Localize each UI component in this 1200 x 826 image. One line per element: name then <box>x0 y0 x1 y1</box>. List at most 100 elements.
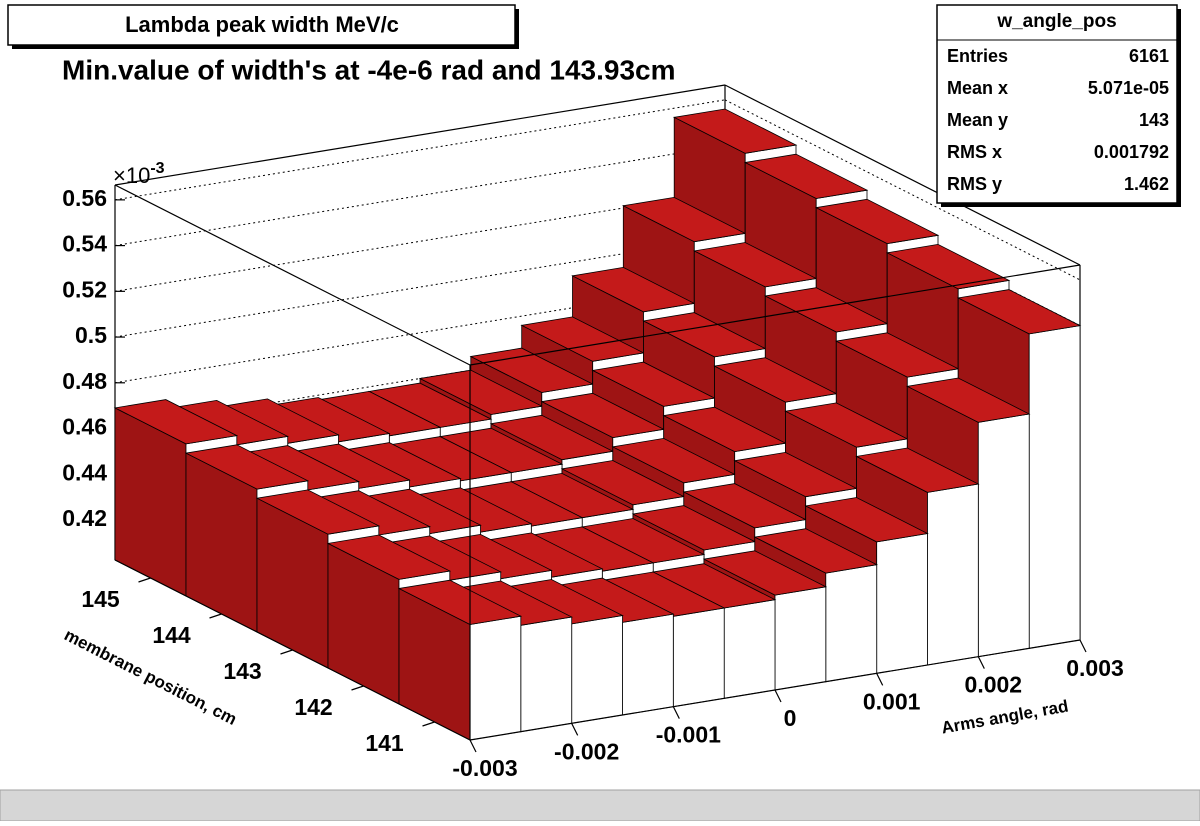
stats-value: 6161 <box>1129 46 1169 66</box>
bar-top <box>571 266 696 313</box>
bar-top <box>489 414 615 461</box>
bar-top <box>855 447 980 493</box>
bar-top <box>693 242 818 288</box>
stats-label: Entries <box>947 46 1008 66</box>
bar-top <box>662 406 787 453</box>
chart-subtitle: Min.value of width's at -4e-6 rad and 14… <box>62 54 676 85</box>
bar-top <box>418 369 544 415</box>
z-multiplier-exponent: -3 <box>150 160 164 177</box>
x-tick <box>469 739 477 753</box>
y-tick-label: 145 <box>81 586 120 612</box>
stats-value: 5.071e-05 <box>1088 78 1169 98</box>
x-tick <box>774 689 782 703</box>
grid-line <box>114 145 726 247</box>
z-tick-label: 0.44 <box>62 459 107 485</box>
stats-value: 0.001792 <box>1094 142 1169 162</box>
bar-top <box>804 497 929 543</box>
bar-front <box>571 615 623 724</box>
bar-top <box>326 534 452 580</box>
bar-top <box>540 392 665 439</box>
y-tick <box>280 649 293 655</box>
z-tick-label: 0.42 <box>62 505 107 531</box>
stats-label: Mean x <box>947 78 1008 98</box>
bar-top <box>611 437 736 484</box>
bar-front <box>622 613 674 716</box>
bar-top <box>622 196 747 243</box>
frame-edge <box>114 84 726 186</box>
bar-top <box>672 108 798 154</box>
z-tick-label: 0.52 <box>62 276 107 302</box>
bar-top <box>520 316 645 362</box>
stats-rows: Entries 6161 Mean x 5.071e-05 Mean y 143 RMS x… <box>947 46 1169 194</box>
chart-title: Lambda peak width MeV/c <box>125 12 399 37</box>
x-tick <box>571 723 579 736</box>
bar-top <box>784 402 909 448</box>
bar-top <box>702 550 828 596</box>
y-tick <box>351 685 364 691</box>
bar-front <box>1028 325 1081 649</box>
bar-top <box>814 198 940 245</box>
frame-edge <box>724 84 1081 266</box>
bar-top <box>560 460 686 506</box>
y-tick <box>138 577 151 583</box>
frame-edge <box>469 264 1081 366</box>
x-tick <box>1079 639 1087 653</box>
z-tick-label: 0.5 <box>75 322 107 348</box>
bar-top <box>764 287 889 333</box>
bar-top <box>713 357 838 403</box>
stats-label: Mean y <box>947 110 1008 130</box>
bar-top <box>113 399 239 445</box>
bar-front <box>927 483 979 666</box>
y-tick <box>422 721 435 727</box>
y-tick-label: 143 <box>223 658 261 684</box>
bar-top <box>885 243 1011 290</box>
x-tick <box>977 656 985 669</box>
x-tick-label: -0.001 <box>656 722 721 748</box>
bar-top <box>682 483 807 529</box>
bar-front <box>723 599 776 699</box>
z-multiplier: ×10-3 <box>113 160 165 188</box>
bar-top <box>184 444 310 490</box>
z-tick-label: 0.56 <box>62 185 107 211</box>
bar-front <box>469 615 522 741</box>
stats-label: RMS y <box>947 174 1002 194</box>
frame-edge <box>114 184 471 366</box>
bar-top <box>835 332 960 378</box>
bar-top <box>906 377 1031 423</box>
z-tick-label: 0.48 <box>62 368 107 394</box>
x-tick-label: 0.002 <box>965 672 1023 698</box>
bar-front <box>977 413 1030 658</box>
x-tick <box>876 673 884 686</box>
bar-front <box>825 564 878 683</box>
x-tick-label: 0 <box>784 705 797 731</box>
y-tick <box>209 613 222 619</box>
y-tick-label: 144 <box>152 622 191 648</box>
stats-name: w_angle_pos <box>996 11 1116 32</box>
z-tick-label: 0.54 <box>62 231 107 257</box>
bar-top <box>956 289 1082 335</box>
x-tick-label: -0.002 <box>554 738 619 764</box>
bar-top <box>753 528 878 574</box>
bar-top <box>591 361 716 407</box>
bar-front <box>876 533 928 674</box>
x-tick-label: -0.003 <box>452 755 517 781</box>
z-tick-label: 0.46 <box>62 414 107 440</box>
bar-top <box>255 489 381 535</box>
stats-box <box>936 4 1178 204</box>
stats-value: 1.462 <box>1124 174 1169 194</box>
title-box <box>7 4 516 46</box>
bar-top <box>397 579 523 625</box>
bar-front <box>774 586 827 691</box>
bar-front <box>520 616 573 733</box>
bar-top <box>733 451 858 498</box>
x-tick-label: 0.003 <box>1066 655 1124 681</box>
status-band <box>0 789 1200 822</box>
x-tick <box>672 706 680 719</box>
z-multiplier-base: ×10 <box>113 163 150 188</box>
stats-value: 143 <box>1139 110 1169 130</box>
bar-top <box>469 347 594 393</box>
bar-top <box>743 153 869 199</box>
y-tick-label: 142 <box>294 694 332 720</box>
grid-line <box>114 99 726 201</box>
